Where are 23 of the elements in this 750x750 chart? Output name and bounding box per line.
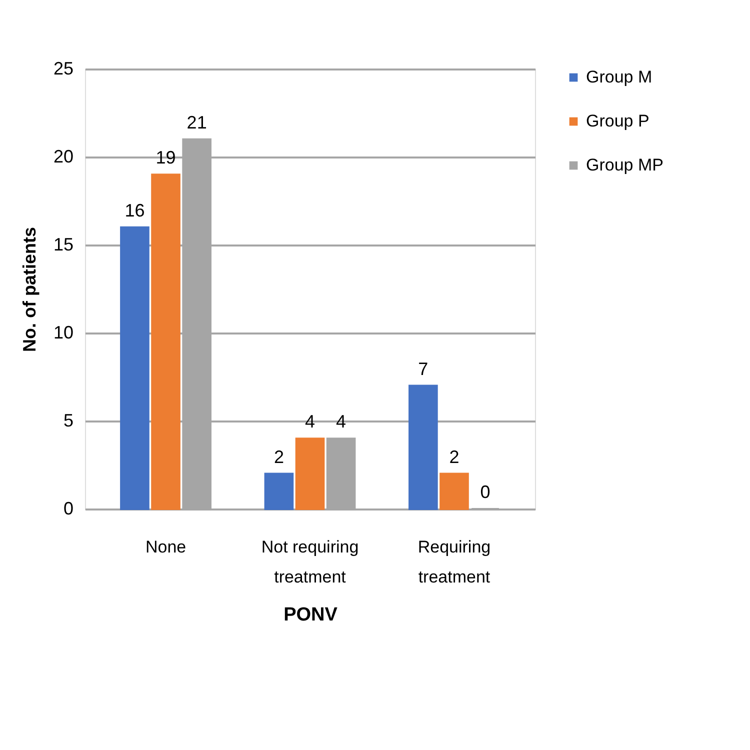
legend-label: Group P (586, 112, 650, 130)
data-label: 4 (304, 412, 316, 432)
x-tick-label: Requiring treatment (418, 538, 491, 586)
y-axis-title: No. of patients (19, 227, 40, 352)
data-label: 2 (449, 446, 460, 467)
data-label: 19 (156, 148, 176, 168)
data-label: 21 (186, 112, 207, 132)
data-label: 4 (336, 412, 346, 432)
x-tick-label: Not requiring treatment (261, 538, 359, 586)
legend-label: Group M (586, 68, 652, 86)
x-tick-label: None (145, 538, 186, 556)
legend-label: Group MP (586, 156, 664, 174)
y-tick-label: 10 (53, 322, 74, 342)
y-tick-label: 25 (53, 58, 74, 78)
data-label: 16 (124, 200, 145, 220)
y-tick-label: 0 (63, 498, 74, 518)
data-label: 0 (480, 482, 490, 502)
x-axis-title: PONV (284, 604, 338, 626)
data-label: 7 (418, 358, 428, 379)
y-tick-label: 20 (53, 146, 74, 166)
y-tick-label: 5 (63, 410, 74, 430)
y-tick-label: 15 (53, 234, 74, 254)
data-label: 2 (274, 446, 284, 467)
